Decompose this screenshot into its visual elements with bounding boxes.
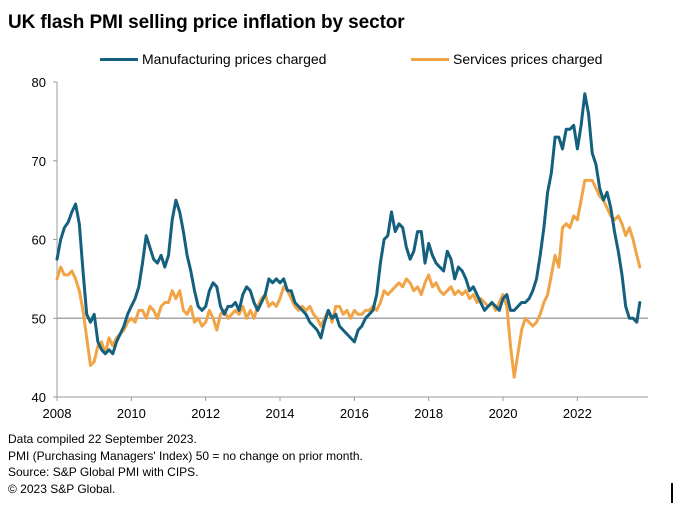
y-tick-label-60: 60 <box>32 233 46 248</box>
y-tick-label-50: 50 <box>32 311 46 326</box>
legend-swatch-services <box>411 57 449 61</box>
x-tick-label-2010: 2010 <box>117 406 146 421</box>
axes: 40 50 60 70 80 2008 2010 2012 2014 2016 2018 2020 20… <box>32 75 648 421</box>
series-lines <box>55 92 642 379</box>
footnotes: Data compiled 22 September 2023. PMI (Pu… <box>8 431 363 497</box>
legend-label-manufacturing: Manufacturing prices charged <box>142 51 327 67</box>
series-line-services-prices-charged <box>55 178 642 379</box>
legend-item-services: Services prices charged <box>411 47 602 71</box>
edge-divider <box>671 483 673 503</box>
x-tick-label-2016: 2016 <box>340 406 369 421</box>
footnote-data-compiled: Data compiled 22 September 2023. <box>8 432 197 446</box>
chart-legend: Manufacturing prices charged Services pr… <box>0 47 696 71</box>
y-tick-label-80: 80 <box>32 75 46 90</box>
x-tick-label-2008: 2008 <box>43 406 72 421</box>
legend-item-manufacturing: Manufacturing prices charged <box>100 47 326 71</box>
chart-title: UK flash PMI selling price inflation by … <box>8 12 405 33</box>
legend-swatch-manufacturing <box>100 57 138 61</box>
x-tick-label-2020: 2020 <box>489 406 518 421</box>
y-tick-label-40: 40 <box>32 390 46 405</box>
footnote-pmi-definition: PMI (Purchasing Managers' Index) 50 = no… <box>8 448 363 463</box>
y-tick-label-70: 70 <box>32 154 46 169</box>
series-line-manufacturing-prices-charged <box>55 92 642 356</box>
footnote-source: Source: S&P Global PMI with CIPS. <box>8 465 199 479</box>
footnote-copyright: © 2023 S&P Global. <box>8 481 116 496</box>
line-chart: 40 50 60 70 80 2008 2010 2012 2014 2016 2018 2020 20… <box>32 75 648 421</box>
x-tick-label-2018: 2018 <box>414 406 443 421</box>
x-tick-label-2014: 2014 <box>266 406 295 421</box>
x-tick-label-2012: 2012 <box>191 406 220 421</box>
x-tick-label-2022: 2022 <box>563 406 592 421</box>
legend-label-services: Services prices charged <box>453 51 603 67</box>
